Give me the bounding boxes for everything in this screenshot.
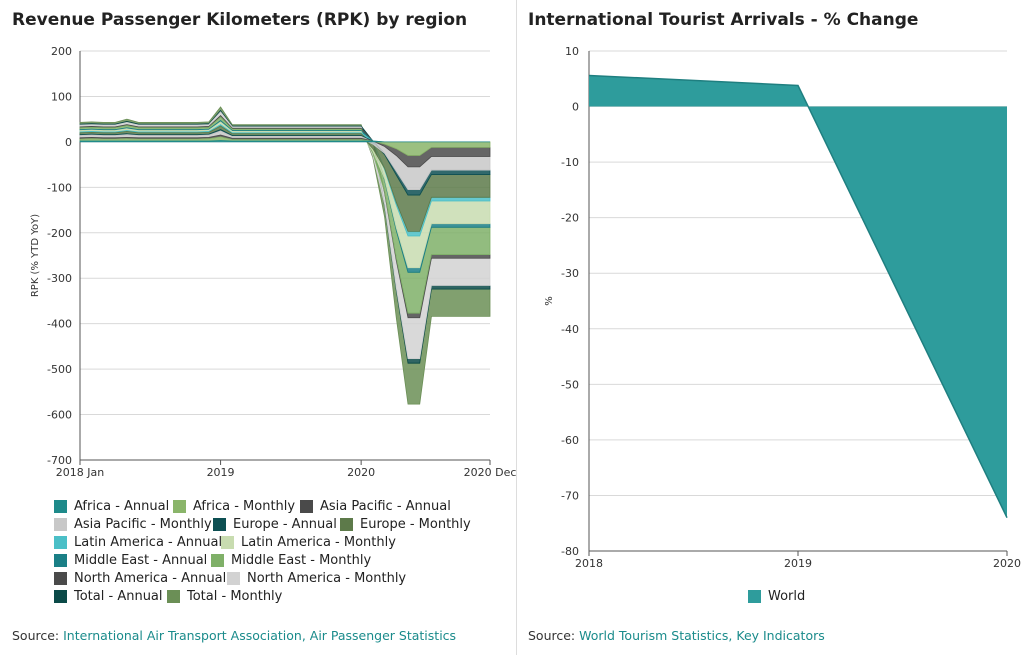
legend-swatch xyxy=(54,500,67,513)
legend-label: Middle East - Monthly xyxy=(231,553,372,568)
y-tick-label: -100 xyxy=(47,181,72,194)
rpk-source: Source: International Air Transport Asso… xyxy=(12,628,456,643)
rpk-chart-title: Revenue Passenger Kilometers (RPK) by re… xyxy=(12,10,468,30)
x-tick-label: 2018 Jan xyxy=(56,466,104,479)
tourism-source-link[interactable]: World Tourism Statistics, Key Indicators xyxy=(579,628,825,643)
legend-swatch xyxy=(167,590,180,603)
y-tick-label: -70 xyxy=(561,489,579,502)
y-axis-label: RPK (% YTD YoY) xyxy=(30,214,41,297)
legend-swatch xyxy=(340,518,353,531)
legend-swatch xyxy=(748,590,761,603)
tourism-source: Source: World Tourism Statistics, Key In… xyxy=(528,628,825,643)
legend-label: Latin America - Monthly xyxy=(241,535,396,550)
legend-swatch xyxy=(54,536,67,549)
y-tick-label: -50 xyxy=(561,378,579,391)
y-tick-label: -80 xyxy=(561,545,579,558)
y-tick-label: -300 xyxy=(47,272,72,285)
legend-label: Middle East - Annual xyxy=(74,553,208,568)
legend-label: Africa - Monthly xyxy=(193,499,296,514)
series-line-world xyxy=(588,74,1008,518)
legend-item-asia-pacific-annual[interactable]: Asia Pacific - Annual xyxy=(300,499,451,514)
y-tick-label: 0 xyxy=(572,101,579,114)
y-tick-label: 10 xyxy=(565,45,579,58)
legend-item-middle-east-annual[interactable]: Middle East - Annual xyxy=(54,553,207,568)
legend-label: World xyxy=(768,589,806,604)
y-axis-label: % xyxy=(544,296,555,306)
legend-swatch xyxy=(300,500,313,513)
y-tick-label: -200 xyxy=(47,227,72,240)
rpk-chart: 200 100 0 -100 -200 -300 -400 -500 -600 -7002018 … xyxy=(30,45,517,479)
source-prefix: Source: xyxy=(12,628,64,643)
y-tick-label: -40 xyxy=(561,323,579,336)
y-tick-label: -20 xyxy=(561,212,579,225)
panel-divider xyxy=(516,0,517,655)
legend-item-latin-america-monthly[interactable]: Latin America - Monthly xyxy=(221,535,396,550)
legend-item-north-america-annual[interactable]: North America - Annual xyxy=(54,571,226,586)
y-tick-label: -700 xyxy=(47,454,72,467)
y-tick-label: -400 xyxy=(47,318,72,331)
tourism-panel: International Tourist Arrivals - % Chang… xyxy=(518,0,1024,655)
x-tick-label: 2019 xyxy=(207,466,235,479)
legend-swatch xyxy=(211,554,224,567)
legend-item-europe-annual[interactable]: Europe - Annual xyxy=(213,517,337,532)
legend-label: Asia Pacific - Annual xyxy=(320,499,451,514)
series-area-world[interactable] xyxy=(589,75,1007,518)
legend-item-africa-annual[interactable]: Africa - Annual xyxy=(54,499,169,514)
source-prefix: Source: xyxy=(528,628,580,643)
x-tick-label: 2020 xyxy=(993,557,1021,570)
legend-swatch xyxy=(54,554,67,567)
legend-item-middle-east-monthly[interactable]: Middle East - Monthly xyxy=(211,553,371,568)
y-tick-label: 100 xyxy=(51,90,72,103)
y-tick-label: -600 xyxy=(47,409,72,422)
legend-item-asia-pacific-monthly[interactable]: Asia Pacific - Monthly xyxy=(54,517,212,532)
legend-swatch xyxy=(227,572,240,585)
legend-label: Europe - Monthly xyxy=(360,517,471,532)
y-tick-label: 200 xyxy=(51,45,72,58)
legend-swatch xyxy=(173,500,186,513)
rpk-panel: Revenue Passenger Kilometers (RPK) by re… xyxy=(12,10,517,643)
y-tick-label: -30 xyxy=(561,267,579,280)
legend-label: Asia Pacific - Monthly xyxy=(74,517,212,532)
legend-label: Total - Monthly xyxy=(187,589,283,604)
y-tick-label: 0 xyxy=(65,136,72,149)
legend-label: Europe - Annual xyxy=(233,517,337,532)
legend-swatch xyxy=(213,518,226,531)
tourism-chart-title: International Tourist Arrivals - % Chang… xyxy=(528,10,919,30)
legend-item-africa-monthly[interactable]: Africa - Monthly xyxy=(173,499,295,514)
legend-item-total-annual[interactable]: Total - Annual xyxy=(54,589,163,604)
series-area-africa-annual[interactable] xyxy=(79,140,490,143)
legend-swatch xyxy=(54,518,67,531)
legend-swatch xyxy=(54,572,67,585)
legend-label: North America - Annual xyxy=(74,571,227,586)
legend-item-europe-monthly[interactable]: Europe - Monthly xyxy=(340,517,471,532)
x-tick-label: 2018 xyxy=(575,557,603,570)
y-tick-label: -10 xyxy=(561,156,579,169)
legend-swatch xyxy=(54,590,67,603)
legend-swatch xyxy=(221,536,234,549)
legend-label: Latin America - Annual xyxy=(74,535,223,550)
legend-item-latin-america-annual[interactable]: Latin America - Annual xyxy=(54,535,222,550)
legend-item-north-america-monthly[interactable]: North America - Monthly xyxy=(227,571,406,586)
x-tick-label: 2019 xyxy=(784,557,812,570)
y-tick-label: -500 xyxy=(47,363,72,376)
x-tick-label: 2020 Dec xyxy=(464,466,517,479)
rpk-source-link[interactable]: International Air Transport Association,… xyxy=(63,628,457,643)
legend-item-total-monthly[interactable]: Total - Monthly xyxy=(167,589,282,604)
legend-label: Total - Annual xyxy=(74,589,163,604)
x-tick-label: 2020 xyxy=(347,466,375,479)
legend-label: Africa - Annual xyxy=(74,499,170,514)
y-tick-label: -60 xyxy=(561,434,579,447)
legend-item-world[interactable]: World xyxy=(748,589,805,604)
legend-label: North America - Monthly xyxy=(247,571,407,586)
